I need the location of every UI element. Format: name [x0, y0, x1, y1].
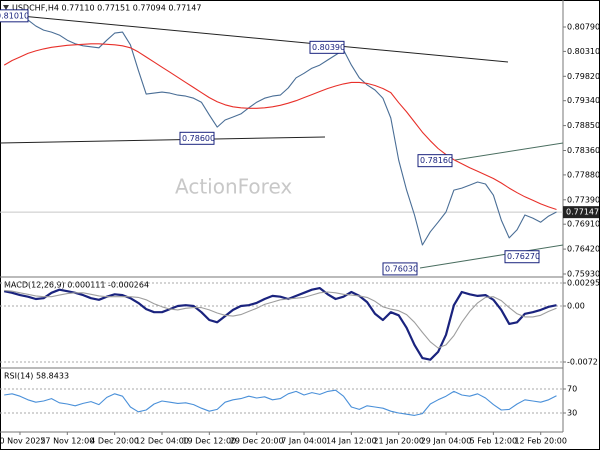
- x-tick-label: 14 Jan 12:00: [326, 437, 377, 446]
- annotation-label: 0.76270: [507, 252, 540, 261]
- x-tick-label: 5 Feb 12:00: [470, 437, 517, 446]
- y-tick-label: 0.78360: [567, 146, 600, 155]
- series-line: [3, 287, 557, 361]
- watermark: ActionForex: [175, 175, 292, 199]
- y-tick-label: 0.002957: [567, 279, 600, 288]
- y-tick-label: 0.77880: [567, 170, 600, 179]
- rsi-title: RSI(14) 58.8433: [4, 372, 69, 381]
- trendline: [454, 142, 564, 161]
- y-tick-label: 0.80790: [567, 23, 600, 32]
- last-price-label: 0.77147: [566, 208, 599, 217]
- x-tick-label: 7 Jan 04:00: [281, 437, 327, 446]
- annotation-box: [0, 9, 29, 23]
- annotation-box: [417, 154, 453, 168]
- macd-title: MACD(12,26,9) 0.000111 -0.000264: [4, 281, 149, 290]
- trendline: [0, 13, 509, 63]
- x-tick-label: 20 Nov 2025: [0, 437, 46, 446]
- annotation-label: 0.76030: [385, 264, 418, 273]
- y-tick-label: 70: [567, 385, 577, 394]
- series-line: [3, 43, 557, 211]
- x-tick-label: 12 Feb 20:00: [514, 437, 566, 446]
- series-line: [4, 289, 557, 349]
- annotation-label: 0.78160: [420, 156, 453, 165]
- x-tick-label: 4 Dec 20:00: [90, 437, 139, 446]
- chart-title: USDCHF,H4 0.77110 0.77151 0.77094 0.7714…: [12, 4, 201, 13]
- y-tick-label: 0.79820: [567, 72, 600, 81]
- annotation-box: [382, 262, 418, 276]
- price-annotation: 0.78160: [417, 154, 453, 168]
- last-price-box: [563, 206, 599, 219]
- x-tick-label: 29 Jan 04:00: [421, 437, 472, 446]
- y-tick-label: 0.80310: [567, 47, 600, 56]
- price-annotation: 0.81010: [0, 9, 29, 23]
- series-line: [4, 389, 557, 416]
- header-icon: [3, 5, 9, 10]
- annotation-label: 0.80390: [312, 43, 345, 52]
- x-tick-label: 29 Dec 20:00: [230, 437, 284, 446]
- y-tick-label: 0.78850: [567, 121, 600, 130]
- y-tick-label: 0.76420: [567, 245, 600, 254]
- annotation-box: [504, 250, 540, 264]
- y-tick-label: 30: [567, 409, 577, 418]
- annotation-label: 0.78600: [182, 134, 215, 143]
- y-tick-label: 0.77390: [567, 195, 600, 204]
- y-tick-label: 0.00: [567, 301, 585, 310]
- annotation-box: [309, 40, 345, 54]
- trendline: [0, 136, 326, 144]
- y-tick-label: 0.76910: [567, 220, 600, 229]
- x-tick-label: 21 Jan 20:00: [373, 437, 424, 446]
- y-tick-label: 0.75930: [567, 270, 600, 279]
- price-annotation: 0.76030: [382, 262, 418, 276]
- price-annotation: 0.80390: [309, 40, 345, 54]
- annotation-label: 0.81010: [0, 11, 29, 20]
- price-annotation: 0.76270: [504, 250, 540, 264]
- x-tick-label: 27 Nov 12:00: [40, 437, 94, 446]
- annotation-box: [179, 131, 215, 145]
- y-tick-label: -0.0072: [567, 358, 598, 367]
- y-tick-label: 0.79340: [567, 96, 600, 105]
- x-tick-label: 12 Dec 04:00: [135, 437, 189, 446]
- trendline: [419, 244, 564, 269]
- price-annotation: 0.78600: [179, 131, 215, 145]
- series-line: [3, 14, 557, 246]
- x-tick-label: 19 Dec 12:00: [182, 437, 236, 446]
